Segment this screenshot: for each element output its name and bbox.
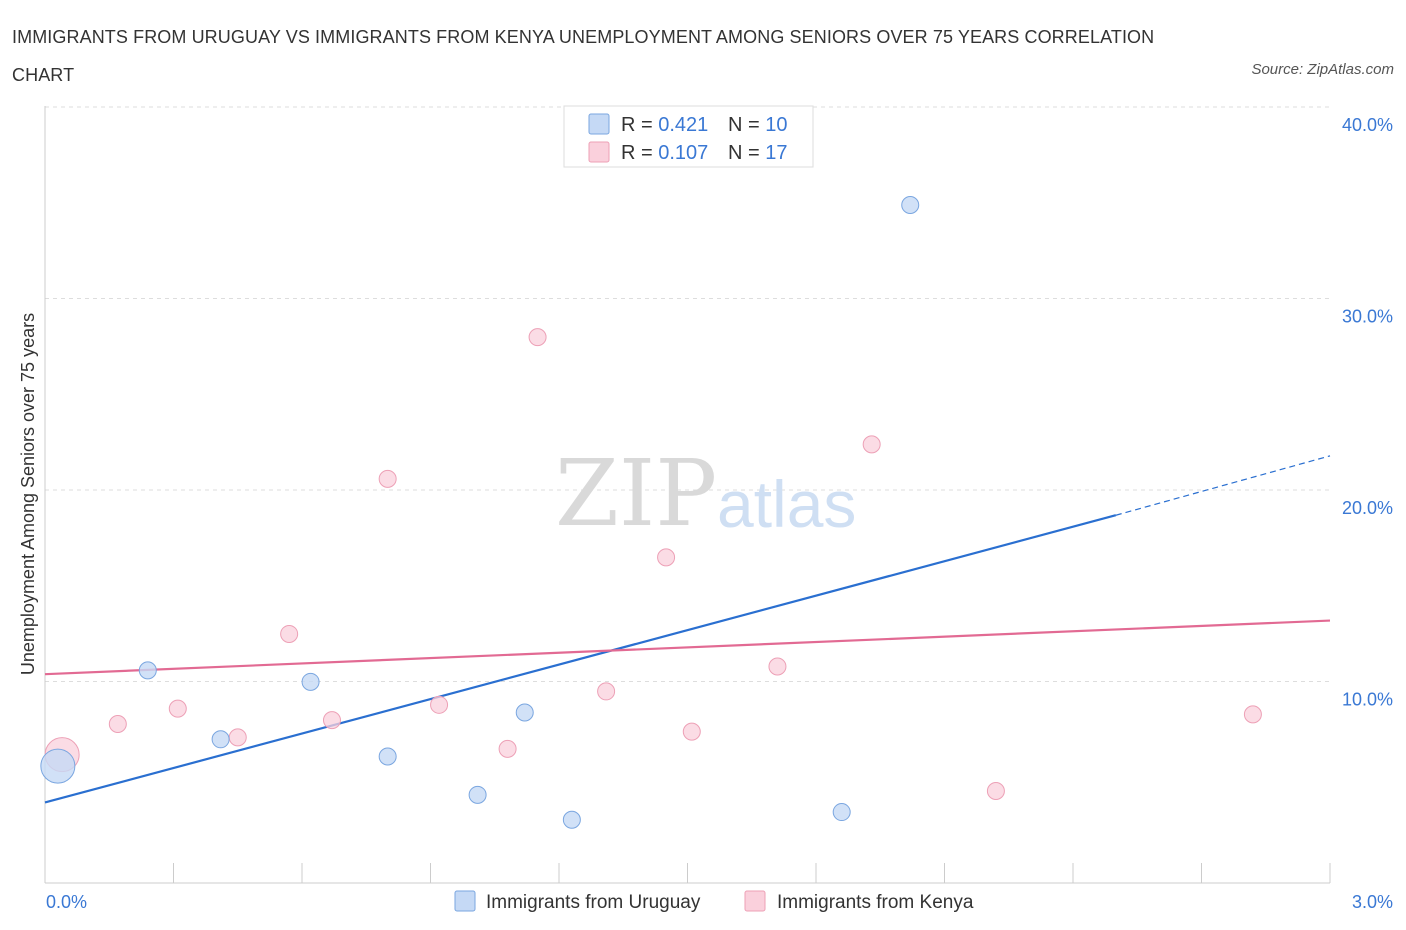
uruguay-legend-swatch bbox=[588, 113, 610, 135]
watermark-zip: ZIP bbox=[555, 440, 717, 547]
gridlines bbox=[45, 106, 1330, 682]
series-legend: Immigrants from Uruguay Immigrants from … bbox=[454, 890, 974, 913]
kenya-n-value: 17 bbox=[765, 142, 787, 164]
uruguay-stats: R = 0.421 bbox=[621, 114, 708, 136]
trend-lines bbox=[44, 455, 1331, 804]
legend-kenya-label: Immigrants from Kenya bbox=[777, 892, 974, 913]
kenya-point bbox=[108, 714, 127, 733]
kenya-point bbox=[862, 435, 881, 454]
kenya-n: N = 17 bbox=[728, 142, 788, 164]
kenya-point bbox=[498, 739, 517, 758]
y-axis-label: Unemployment Among Seniors over 75 years bbox=[18, 313, 38, 675]
kenya-point bbox=[986, 781, 1005, 800]
kenya-point bbox=[378, 469, 397, 488]
legend-kenya-swatch bbox=[744, 890, 766, 912]
uruguay-n-label: N = bbox=[728, 114, 765, 136]
uruguay-point bbox=[901, 196, 920, 215]
y-tick-label-20: 20.0% bbox=[1342, 498, 1393, 518]
x-tick-label-max: 3.0% bbox=[1352, 892, 1393, 912]
uruguay-n-value: 10 bbox=[765, 114, 787, 136]
uruguay-r-label: R = bbox=[621, 114, 658, 136]
kenya-point bbox=[1243, 705, 1262, 724]
kenya-legend-swatch bbox=[588, 141, 610, 163]
kenya-trend-line bbox=[44, 619, 1331, 676]
uruguay-point bbox=[468, 785, 487, 804]
kenya-point bbox=[430, 695, 449, 714]
kenya-point bbox=[768, 657, 787, 676]
y-tick-labels: 10.0% 20.0% 30.0% 40.0% bbox=[1342, 115, 1393, 710]
kenya-r-value: 0.107 bbox=[658, 142, 708, 164]
chart-title: IMMIGRANTS FROM URUGUAY VS IMMIGRANTS FR… bbox=[12, 27, 1155, 85]
legend-uruguay-swatch bbox=[454, 890, 476, 912]
uruguay-point bbox=[40, 748, 76, 784]
source-label: Source: ZipAtlas.com bbox=[1251, 61, 1394, 78]
y-tick-label-10: 10.0% bbox=[1342, 690, 1393, 710]
uruguay-point bbox=[211, 730, 230, 749]
kenya-point bbox=[528, 328, 547, 347]
uruguay-point bbox=[562, 810, 581, 829]
uruguay-n: N = 10 bbox=[728, 114, 788, 136]
legend-uruguay-label: Immigrants from Uruguay bbox=[486, 892, 701, 913]
uruguay-point bbox=[301, 672, 320, 691]
uruguay-r-value: 0.421 bbox=[658, 114, 708, 136]
x-tick-label-min: 0.0% bbox=[46, 892, 87, 912]
kenya-points bbox=[44, 328, 1262, 800]
uruguay-point bbox=[378, 747, 397, 766]
kenya-point bbox=[168, 699, 187, 718]
kenya-point bbox=[657, 548, 676, 567]
kenya-point bbox=[597, 682, 616, 701]
x-axis-ticks bbox=[44, 863, 1331, 883]
uruguay-point bbox=[832, 803, 851, 822]
y-tick-label-30: 30.0% bbox=[1342, 307, 1393, 327]
kenya-n-label: N = bbox=[728, 142, 765, 164]
kenya-point bbox=[280, 624, 299, 643]
watermark-atlas: atlas bbox=[717, 467, 856, 541]
kenya-stats: R = 0.107 bbox=[621, 142, 708, 164]
uruguay-points bbox=[40, 196, 920, 829]
uruguay-point bbox=[515, 703, 534, 722]
uruguay-point bbox=[138, 661, 157, 680]
uruguay-trend-line bbox=[44, 514, 1117, 804]
kenya-r-label: R = bbox=[621, 142, 658, 164]
uruguay-trend-extension bbox=[1115, 455, 1331, 516]
kenya-point bbox=[682, 722, 701, 741]
stats-legend: R = 0.421 N = 10 R = 0.107 N = 17 bbox=[563, 105, 814, 168]
kenya-point bbox=[228, 728, 247, 747]
kenya-point bbox=[322, 711, 341, 730]
y-tick-label-40: 40.0% bbox=[1342, 115, 1393, 135]
